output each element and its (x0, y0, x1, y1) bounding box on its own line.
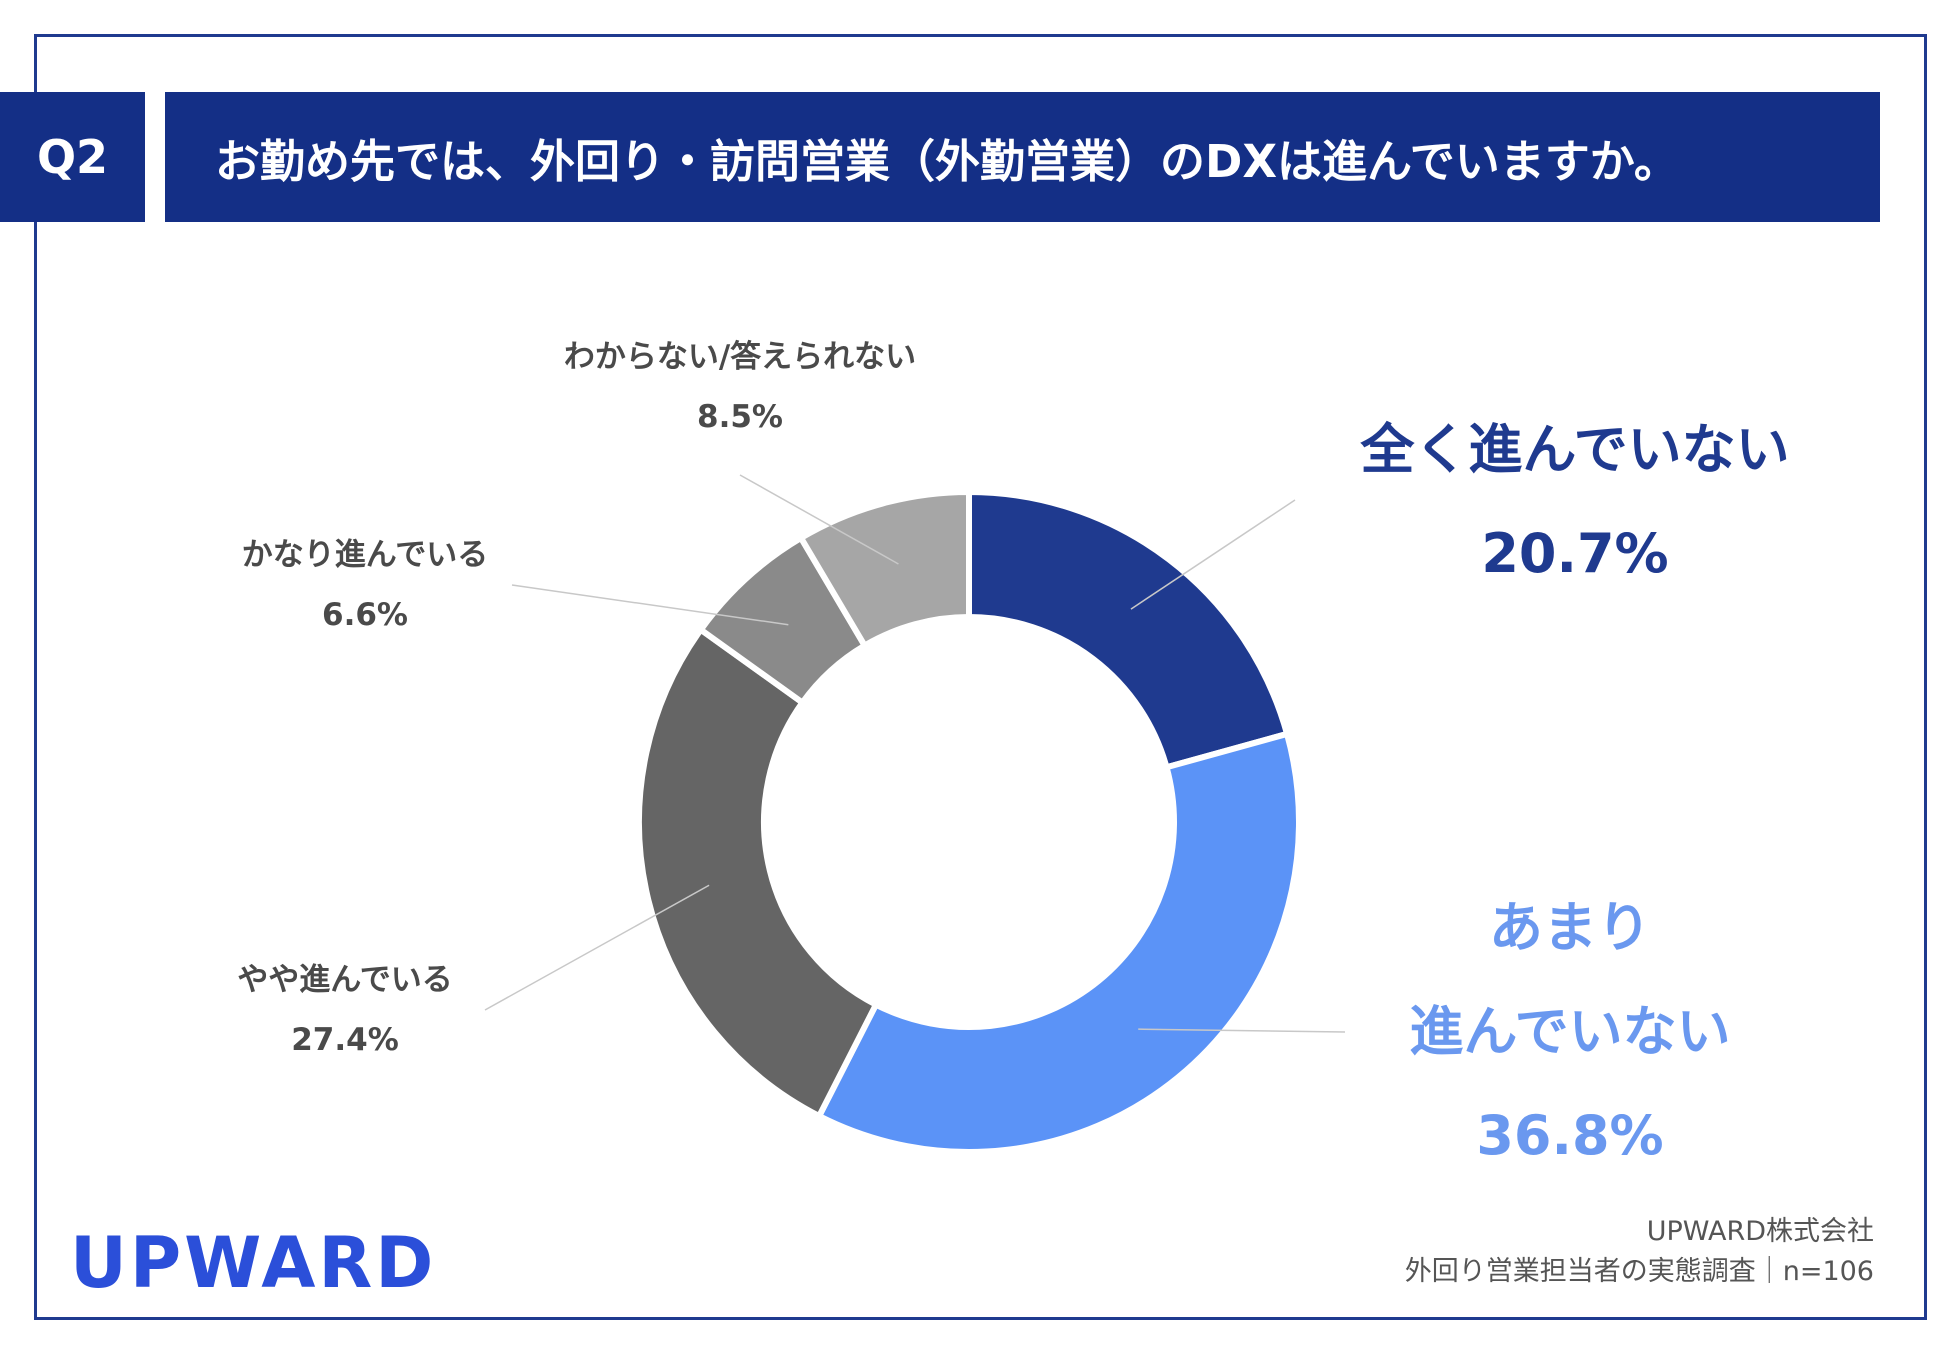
leader-line-2 (484, 884, 710, 1011)
donut-slice-4 (796, 488, 972, 650)
slice-label-1: あまり 進んでいない 36.8% (1360, 876, 1780, 1188)
slice-label-4: わからない/答えられない 8.5% (520, 327, 960, 447)
slice-3-value: 6.6% (322, 597, 408, 633)
upward-logo: UPWARD (70, 1222, 437, 1304)
question-badge: Q2 (0, 92, 145, 222)
slice-1-name-line2: 進んでいない (1409, 1000, 1731, 1063)
donut-slice-2 (636, 625, 880, 1121)
slice-0-name: 全く進んでいない (1360, 418, 1790, 481)
slice-label-3: かなり進んでいる 6.6% (210, 525, 520, 645)
leader-line-0 (1130, 499, 1296, 610)
slice-label-0: 全く進んでいない 20.7% (1320, 398, 1830, 606)
leader-line-4 (739, 474, 899, 565)
source-note: UPWARD株式会社 外回り営業担当者の実態調査｜n=106 (1405, 1212, 1874, 1292)
slice-4-name: わからない/答えられない (563, 339, 917, 375)
slice-label-2: やや進んでいる 27.4% (190, 950, 500, 1070)
donut-slice-1 (815, 730, 1302, 1155)
slice-0-value: 20.7% (1481, 522, 1669, 585)
slice-2-value: 27.4% (291, 1022, 399, 1058)
slice-2-name: やや進んでいる (237, 962, 453, 998)
donut-slice-0 (966, 488, 1291, 771)
slice-1-value: 36.8% (1476, 1104, 1664, 1167)
slice-3-name: かなり進んでいる (241, 537, 489, 573)
chart-frame (34, 34, 1927, 1320)
slice-1-name-line1: あまり (1489, 896, 1651, 959)
slice-4-value: 8.5% (697, 399, 783, 435)
source-survey: 外回り営業担当者の実態調査｜n=106 (1404, 1256, 1874, 1287)
leader-line-1 (1138, 1028, 1346, 1033)
leader-line-3 (511, 584, 789, 626)
chart-title: お勤め先では、外回り・訪問営業（外勤営業）のDXは進んでいますか。 (165, 92, 1880, 222)
source-company: UPWARD株式会社 (1646, 1216, 1874, 1247)
